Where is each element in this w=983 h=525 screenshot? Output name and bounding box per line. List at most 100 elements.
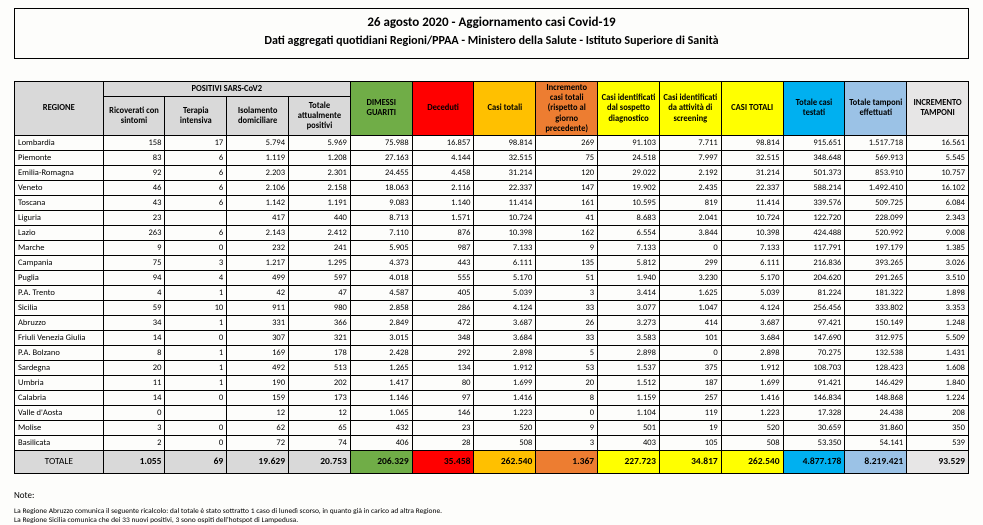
value-cell: 291.265 — [845, 270, 907, 285]
title-block: 26 agosto 2020 - Aggiornamento casi Covi… — [14, 8, 969, 59]
value-cell: 424.488 — [783, 225, 845, 240]
region-cell: Marche — [15, 240, 104, 255]
value-cell: 375 — [659, 360, 721, 375]
value-cell: 8.713 — [350, 210, 412, 225]
table-row: Umbria1111902021.417801.699201.5121871.6… — [15, 375, 969, 390]
value-cell: 6 — [165, 180, 227, 195]
value-cell: 331 — [227, 315, 289, 330]
value-cell: 1.142 — [227, 195, 289, 210]
value-cell: 0 — [165, 435, 227, 450]
value-cell: 94 — [103, 270, 165, 285]
col-tot-pos: Totale attualmente positivi — [289, 97, 351, 136]
value-cell: 2 — [103, 435, 165, 450]
region-cell: P.A. Bolzano — [15, 345, 104, 360]
value-cell: 1.119 — [227, 150, 289, 165]
value-cell: 3.077 — [598, 300, 660, 315]
value-cell: 10.757 — [907, 165, 969, 180]
value-cell: 4 — [103, 285, 165, 300]
value-cell: 202 — [289, 375, 351, 390]
total-row: TOTALE1.0556919.62920.753206.32935.45826… — [15, 450, 969, 473]
value-cell: 105 — [659, 435, 721, 450]
value-cell: 150.149 — [845, 315, 907, 330]
value-cell: 876 — [412, 225, 474, 240]
covid-table: REGIONE POSITIVI SARS-CoV2 DIMESSI GUARI… — [14, 81, 969, 474]
value-cell: 122.720 — [783, 210, 845, 225]
total-cell: 262.540 — [721, 450, 783, 473]
table-row: Campania7531.2171.2954.3734436.1111355.8… — [15, 255, 969, 270]
region-cell: Sardegna — [15, 360, 104, 375]
value-cell: 7.133 — [721, 240, 783, 255]
value-cell: 312.975 — [845, 330, 907, 345]
value-cell: 9 — [536, 240, 598, 255]
total-cell: 19.629 — [227, 450, 289, 473]
value-cell: 1.140 — [412, 195, 474, 210]
value-cell: 432 — [350, 420, 412, 435]
value-cell: 16.561 — [907, 135, 969, 150]
value-cell: 51 — [536, 270, 598, 285]
value-cell: 1.224 — [907, 390, 969, 405]
value-cell: 169 — [227, 345, 289, 360]
value-cell: 43 — [103, 195, 165, 210]
total-cell: 69 — [165, 450, 227, 473]
value-cell: 1 — [165, 375, 227, 390]
region-cell: Lombardia — [15, 135, 104, 150]
value-cell: 588.214 — [783, 180, 845, 195]
table-header: REGIONE POSITIVI SARS-CoV2 DIMESSI GUARI… — [15, 82, 969, 136]
value-cell: 3.583 — [598, 330, 660, 345]
value-cell: 597 — [289, 270, 351, 285]
value-cell: 98.814 — [721, 135, 783, 150]
value-cell: 1.265 — [350, 360, 412, 375]
value-cell: 2.041 — [659, 210, 721, 225]
value-cell: 216.836 — [783, 255, 845, 270]
value-cell: 187 — [659, 375, 721, 390]
value-cell: 2.858 — [350, 300, 412, 315]
value-cell: 32.515 — [474, 150, 536, 165]
value-cell: 5.969 — [289, 135, 351, 150]
value-cell: 350 — [907, 420, 969, 435]
value-cell: 34 — [103, 315, 165, 330]
value-cell: 24.455 — [350, 165, 412, 180]
value-cell: 520 — [721, 420, 783, 435]
value-cell: 3 — [536, 435, 598, 450]
value-cell: 30.659 — [783, 420, 845, 435]
value-cell: 80 — [412, 375, 474, 390]
value-cell: 2.435 — [659, 180, 721, 195]
total-cell: 262.540 — [474, 450, 536, 473]
value-cell: 366 — [289, 315, 351, 330]
value-cell: 6.111 — [721, 255, 783, 270]
value-cell: 29.022 — [598, 165, 660, 180]
value-cell: 4 — [165, 270, 227, 285]
value-cell: 915.651 — [783, 135, 845, 150]
value-cell: 1.431 — [907, 345, 969, 360]
value-cell: 12 — [227, 405, 289, 420]
value-cell: 178 — [289, 345, 351, 360]
region-cell: Basilicata — [15, 435, 104, 450]
value-cell: 146.429 — [845, 375, 907, 390]
value-cell: 569.913 — [845, 150, 907, 165]
total-cell: 206.329 — [350, 450, 412, 473]
value-cell: 5.545 — [907, 150, 969, 165]
table-row: Molise3062654322352095011952030.65931.86… — [15, 420, 969, 435]
table-row: Emilia-Romagna9262.2032.30124.4554.45831… — [15, 165, 969, 180]
value-cell: 1.571 — [412, 210, 474, 225]
table-row: P.A. Bolzano811691782.4282922.89852.8980… — [15, 345, 969, 360]
value-cell: 3 — [165, 255, 227, 270]
region-cell: Friuli Venezia Giulia — [15, 330, 104, 345]
value-cell: 520 — [474, 420, 536, 435]
value-cell: 91.103 — [598, 135, 660, 150]
value-cell: 819 — [659, 195, 721, 210]
note-line: La Regione Sicilia comunica che dei 33 n… — [14, 516, 969, 525]
value-cell: 4.144 — [412, 150, 474, 165]
value-cell: 2.428 — [350, 345, 412, 360]
value-cell: 12 — [289, 405, 351, 420]
value-cell: 7.133 — [474, 240, 536, 255]
value-cell: 1.517.718 — [845, 135, 907, 150]
value-cell: 158 — [103, 135, 165, 150]
value-cell: 339.576 — [783, 195, 845, 210]
value-cell: 148.868 — [845, 390, 907, 405]
value-cell: 6.111 — [474, 255, 536, 270]
value-cell: 853.910 — [845, 165, 907, 180]
table-row: Sicilia59109119802.8582864.124333.0771.0… — [15, 300, 969, 315]
value-cell: 8 — [536, 390, 598, 405]
value-cell: 5.039 — [474, 285, 536, 300]
